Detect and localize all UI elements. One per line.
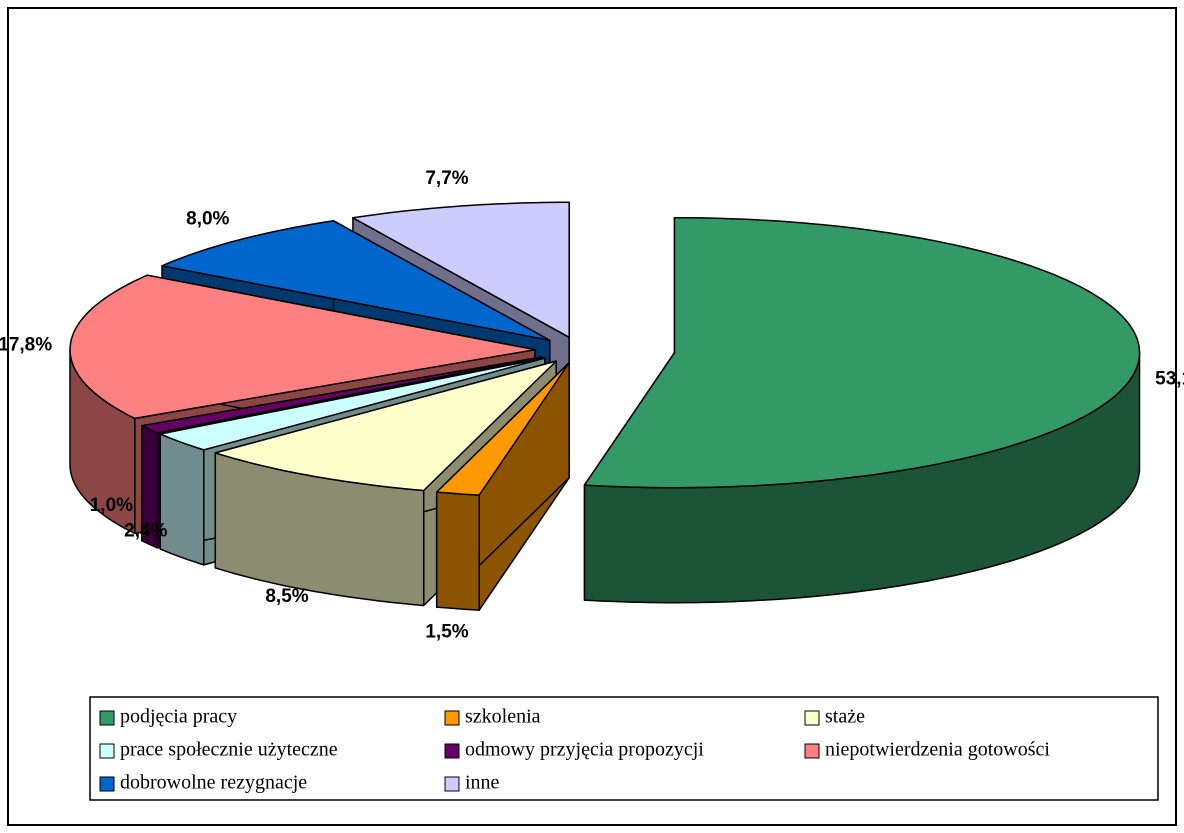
legend-label: staże [825,706,865,728]
legend-swatch [99,710,115,726]
pie [69,201,1141,611]
legend-swatch [99,776,115,792]
slice [435,361,570,496]
legend-items: podjęcia pracy szkolenia staże prace społec… [99,706,1050,794]
legend-swatch [804,743,820,759]
legend-label: dobrowolne rezygnacje [120,772,307,794]
slice [161,220,551,342]
legend-label: szkolenia [465,706,541,728]
legend-label: inne [465,772,500,794]
slice-wall [435,491,480,611]
legend-label: prace społecznie użyteczne [120,739,338,761]
slice [141,356,543,434]
legend-swatch [804,710,820,726]
legend-swatch [99,743,115,759]
legend-label: niepotwierdzenia gotowości [825,739,1050,761]
slice [352,201,570,339]
slice-wall [159,433,205,566]
value-labels: 53,1% 1,5% 8,5% 2,4% 1,0% 17,8% 8,0% 7,7% [0,168,1184,642]
value-label: 7,7% [425,168,468,189]
value-label: 8,0% [186,208,229,229]
slice [69,274,536,420]
legend-label: odmowy przyjęcia propozycji [465,739,704,761]
value-label: 17,8% [0,335,52,356]
legend-swatch [444,776,460,792]
slice [159,357,546,451]
value-label: 1,0% [90,495,133,516]
slice [583,216,1141,489]
value-label: 2,4% [124,520,167,541]
value-label: 53,1% [1155,369,1184,390]
value-label: 8,5% [265,586,308,607]
slice [214,360,557,492]
legend-swatch [444,710,460,726]
legend [89,696,1159,801]
legend-swatch [444,743,460,759]
value-label: 1,5% [425,622,468,643]
legend-label: podjęcia pracy [120,706,237,728]
